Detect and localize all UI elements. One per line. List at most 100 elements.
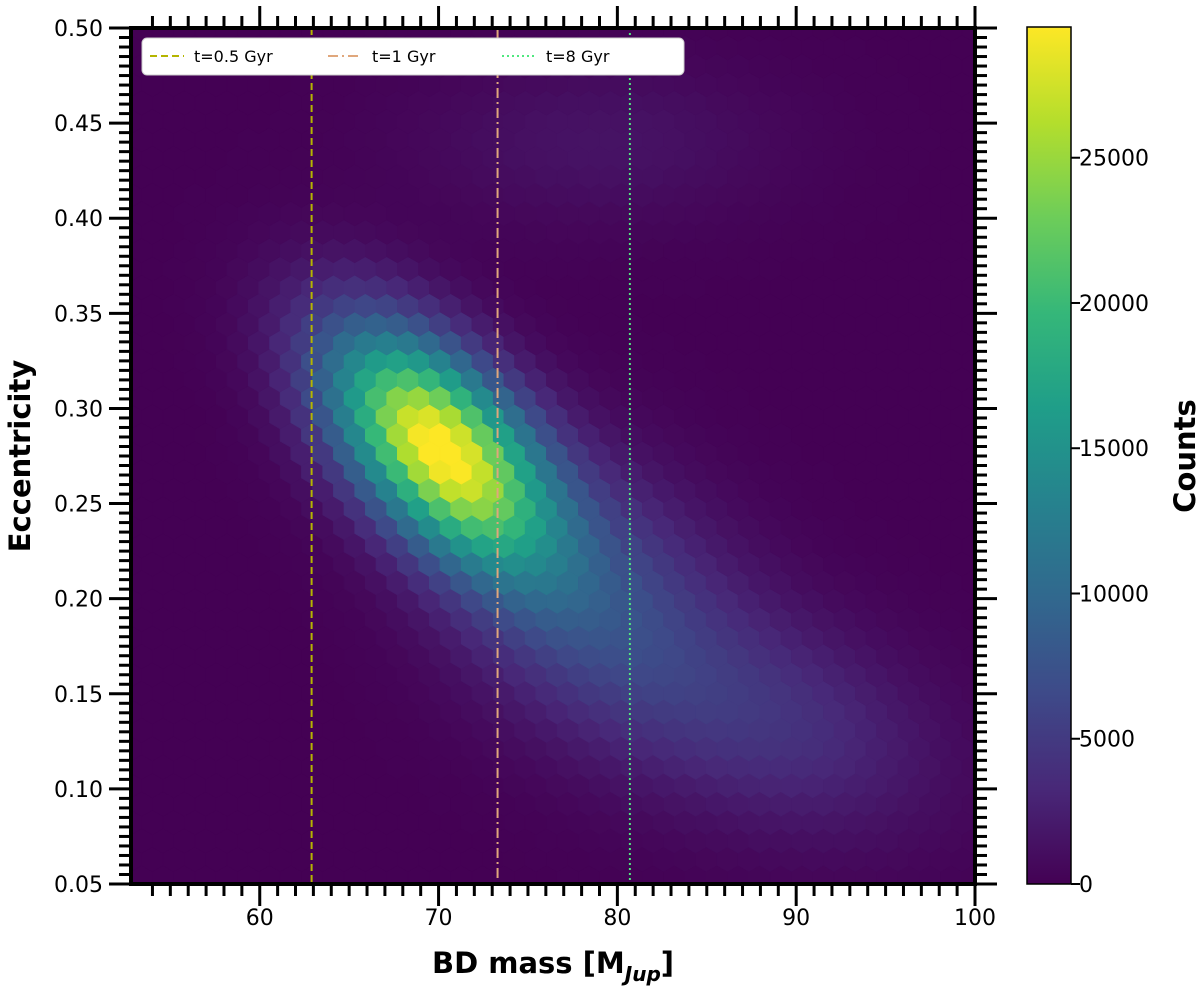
hexbin-cell xyxy=(684,883,686,884)
hexbin-cell xyxy=(449,883,452,884)
hexbin-cell xyxy=(131,871,132,884)
hexbin-cell xyxy=(131,760,132,774)
hexbin-cell xyxy=(99,810,120,835)
hexbin-cell xyxy=(99,626,120,651)
y-tick-label: 0.10 xyxy=(54,778,103,803)
hexbin-cell xyxy=(918,28,941,42)
x-tick-label: 80 xyxy=(603,906,631,931)
legend-label: t=8 Gyr xyxy=(546,47,610,66)
hexbin-cell xyxy=(172,883,175,884)
hexbin-cell xyxy=(983,792,1004,817)
hexbin-cell xyxy=(471,883,473,884)
hexbin-cell xyxy=(131,207,132,221)
hexbin-cell xyxy=(727,28,750,42)
hexbin-cell xyxy=(833,883,835,884)
hexbin-cell xyxy=(705,28,728,42)
hexbin-cell xyxy=(131,576,132,590)
y-tick-label: 0.45 xyxy=(54,112,103,137)
hexbin-cell xyxy=(131,244,132,258)
legend-label: t=1 Gyr xyxy=(372,47,436,66)
x-tick-label: 90 xyxy=(782,906,810,931)
hexbin-cell xyxy=(854,883,856,884)
hexbin-cell xyxy=(812,28,835,42)
hexbin-cell xyxy=(99,736,120,761)
hexbin-cell xyxy=(343,883,345,884)
hexbin-cells xyxy=(99,28,1004,884)
legend-label: t=0.5 Gyr xyxy=(194,47,273,66)
hexbin-cell xyxy=(769,28,792,42)
colorbar-tick-label: 20000 xyxy=(1079,292,1149,317)
hexbin-cell xyxy=(726,883,729,884)
hexbin-cell xyxy=(983,164,1004,189)
hexbin-cell xyxy=(961,883,963,884)
hexbin-cell xyxy=(513,883,516,884)
colorbar-tick-label: 5000 xyxy=(1079,728,1135,753)
hexbin-cell xyxy=(99,72,120,97)
hexbin-cell xyxy=(131,883,132,884)
hexbin-cell xyxy=(876,28,899,42)
x-tick-label: 60 xyxy=(246,906,274,931)
colorbar-tick-label: 10000 xyxy=(1079,582,1149,607)
hexbin-cell xyxy=(364,883,366,884)
y-tick-label: 0.40 xyxy=(54,207,103,232)
hexbin-cell xyxy=(983,460,1004,485)
hexbin-cell xyxy=(407,883,409,884)
hexbin-cell xyxy=(790,883,793,884)
age-lines xyxy=(310,28,631,884)
legend: t=0.5 Gyr t=1 Gyr t=8 Gyr xyxy=(141,37,685,76)
hexbin-cell xyxy=(386,883,388,884)
hexbin-cell xyxy=(918,883,920,884)
x-tick-label: 70 xyxy=(425,906,453,931)
hexbin-cell xyxy=(983,829,1004,854)
hexbin-cell xyxy=(983,497,1004,522)
hexbin-cell xyxy=(983,533,1004,558)
y-tick-label: 0.30 xyxy=(54,397,103,422)
hexbin-cell xyxy=(131,280,132,294)
hexbin-cell xyxy=(99,257,120,282)
y-tick-label: 0.25 xyxy=(54,493,103,518)
hexbin-cell xyxy=(99,515,120,540)
hexbin-cell xyxy=(99,441,120,466)
y-tick-label: 0.15 xyxy=(54,683,103,708)
hexbin-cell xyxy=(131,834,132,848)
hexbin-cell xyxy=(577,883,580,884)
y-tick-label: 0.05 xyxy=(54,873,103,898)
hexbin-cell xyxy=(833,28,856,42)
colorbar-frame xyxy=(1026,26,1072,885)
colorbar-tick-label: 15000 xyxy=(1079,437,1149,462)
hexbin-cell xyxy=(940,28,963,42)
hexbin-cell xyxy=(983,201,1004,226)
hexbin-cell xyxy=(620,883,622,884)
axis-ticks xyxy=(109,6,997,906)
hexbin-cell xyxy=(684,28,707,42)
legend-box xyxy=(141,37,685,76)
hexbin-cell xyxy=(897,28,920,42)
y-tick-label: 0.50 xyxy=(54,17,103,42)
hexbin-cell xyxy=(961,28,975,42)
hexbin-cell xyxy=(131,465,132,479)
hexbin-cell xyxy=(99,552,120,577)
x-tick-label: 100 xyxy=(954,906,996,931)
hexbin-cell xyxy=(983,238,1004,263)
hexbin-cell xyxy=(99,367,120,392)
hexbin-cell xyxy=(131,170,132,184)
y-axis-title: Eccentricity xyxy=(3,360,37,553)
colorbar-tick-label: 25000 xyxy=(1079,147,1149,172)
hexbin-cell xyxy=(983,755,1004,780)
hexbin-cell xyxy=(131,502,132,516)
hexbin-cell xyxy=(983,570,1004,595)
hexbin-cell xyxy=(99,331,120,356)
hexbin-cell xyxy=(748,28,771,42)
hexbin-cell xyxy=(131,539,132,553)
hexbin-cell xyxy=(131,797,132,811)
hexbin-cell xyxy=(300,883,303,884)
hexbin-cell xyxy=(236,883,239,884)
hexbin-cell xyxy=(279,883,281,884)
colorbar: 0 5000 10000 15000 20000 25000 Counts xyxy=(1026,26,1200,898)
x-tick-labels: 60 70 80 90 100 xyxy=(246,906,996,931)
colorbar-tick-label: 0 xyxy=(1079,873,1093,898)
y-tick-label: 0.35 xyxy=(54,302,103,327)
hexbin-cell xyxy=(99,847,120,872)
y-tick-label: 0.20 xyxy=(54,588,103,613)
